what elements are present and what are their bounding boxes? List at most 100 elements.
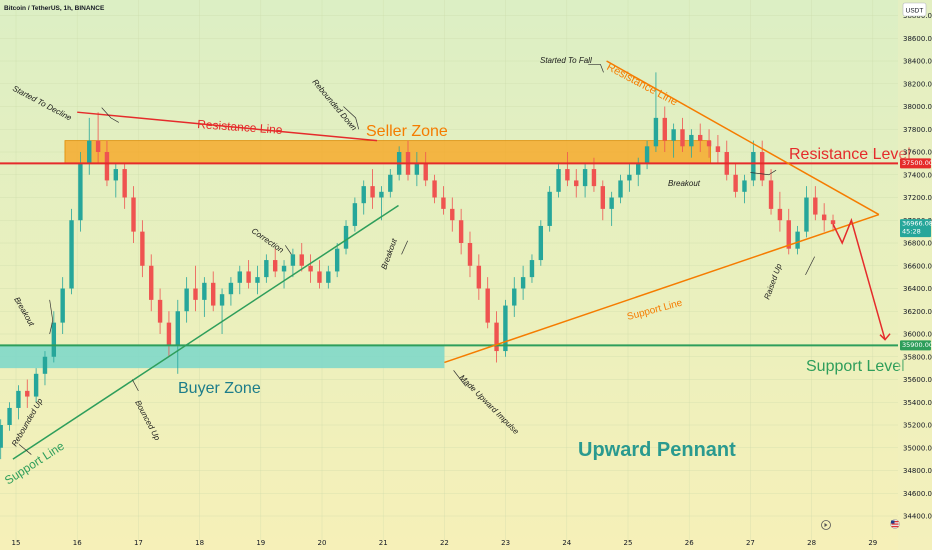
candle-body: [228, 282, 234, 295]
candle-body: [653, 117, 659, 147]
price-tick-label: 38200.00: [903, 80, 932, 88]
candle-body: [361, 186, 366, 204]
candle-body: [343, 225, 349, 249]
candle-body: [122, 169, 127, 198]
time-tick-label: 28: [807, 539, 816, 547]
candle-body: [644, 146, 650, 164]
candle-body: [193, 288, 198, 300]
time-tick-label: 17: [134, 539, 143, 547]
candle-body: [821, 214, 827, 221]
candle-body: [574, 180, 579, 187]
replay-icon[interactable]: [821, 520, 831, 530]
pennant-lower-line[interactable]: [444, 213, 880, 364]
candle-body: [379, 191, 384, 198]
candle-body: [370, 186, 375, 198]
candle-body: [503, 305, 508, 352]
candle-body: [441, 197, 446, 209]
candle-body: [149, 265, 154, 300]
candle-body: [16, 390, 21, 408]
price-tick-label: 38400.00: [903, 58, 932, 66]
candle-body: [742, 180, 747, 192]
candle-body: [290, 254, 296, 266]
time-tick-label: 22: [440, 539, 449, 547]
candle-body: [219, 294, 225, 306]
resistance-trendline-left[interactable]: [77, 111, 378, 142]
candle-body: [582, 169, 588, 187]
price-tick-label: 36800.00: [903, 240, 932, 248]
annotation-arrow: [805, 256, 815, 276]
price-axis[interactable]: [898, 0, 932, 550]
candle-body: [600, 186, 606, 209]
candle-body: [414, 163, 420, 175]
time-tick-label: 25: [624, 539, 633, 547]
price-tick-label: 36400.00: [903, 285, 932, 293]
last-price-tag-text: 36966.08: [902, 220, 932, 228]
candle-body: [237, 271, 242, 283]
price-tick-label: 38000.00: [903, 103, 932, 111]
candle-body: [458, 220, 464, 243]
time-tick-label: 18: [195, 539, 204, 547]
annotation-breakout-right: Breakout: [668, 179, 701, 188]
candle-body: [529, 260, 535, 278]
candle-body: [211, 282, 216, 306]
flag-icon: [890, 519, 900, 529]
candle-body: [388, 174, 393, 192]
candle-body: [33, 373, 39, 397]
candle-body: [87, 140, 92, 164]
annotation-arrow: [284, 245, 292, 255]
support-trendline-left[interactable]: [12, 204, 399, 460]
candle-body: [591, 169, 597, 187]
candle-body: [715, 146, 721, 152]
candle-body: [95, 140, 101, 152]
candle-body: [467, 243, 473, 266]
candle-body: [627, 174, 632, 181]
candle-body: [813, 197, 818, 215]
candle-body: [0, 425, 3, 448]
label-seller-zone: Seller Zone: [366, 123, 448, 140]
price-tick-label: 36600.00: [903, 262, 932, 270]
candle-body: [804, 197, 809, 232]
candle-body: [42, 356, 48, 374]
candle-body: [299, 254, 304, 266]
candle-body: [786, 220, 791, 249]
annotation-started-to-fall: Started To Fall: [540, 56, 592, 65]
candle-body: [432, 180, 437, 198]
annotation-arrow: [49, 299, 54, 335]
projection-arrowhead: [879, 333, 891, 341]
candle-body: [7, 407, 12, 425]
annotation-arrow: [588, 64, 604, 73]
currency-button[interactable]: USDT: [902, 2, 927, 17]
label-upward-pennant: Upward Pennant: [578, 439, 736, 461]
label-resistance-line-left: Resistance Line: [197, 117, 283, 137]
candle-body: [565, 169, 570, 181]
candle-body: [733, 174, 738, 192]
candle-body: [326, 271, 331, 283]
candle-body: [751, 152, 756, 181]
price-tick-label: 36200.00: [903, 308, 932, 316]
projection-path: [832, 217, 886, 340]
candle-body: [246, 271, 251, 283]
candle-body: [512, 288, 517, 306]
time-tick-label: 21: [379, 539, 388, 547]
time-axis-ticks: 15 16 17 18 19 20 21 22 23 24 25 26 27 28 29: [12, 539, 878, 547]
candle-body: [485, 288, 490, 323]
candle-body: [264, 260, 269, 278]
annotation-arrow: [131, 379, 139, 392]
annotation-arrow: [343, 106, 360, 130]
symbol-title: Bitcoin / TetherUS, 1h, BINANCE: [4, 5, 105, 12]
candle-body: [334, 248, 340, 272]
time-tick-label: 29: [868, 539, 877, 547]
candle-body: [476, 265, 482, 289]
annotation-arrow: [401, 240, 408, 255]
pennant-upper-line[interactable]: [606, 60, 880, 216]
annotation-arrow: [453, 370, 467, 387]
candle-body: [78, 163, 83, 221]
price-tick-label: 34400.00: [903, 513, 932, 521]
candle-body: [25, 390, 30, 397]
candle-body: [140, 231, 145, 266]
price-tick-label: 37600.00: [903, 149, 932, 157]
time-tick-label: 19: [256, 539, 265, 547]
price-tick-label: 36000.00: [903, 331, 932, 339]
